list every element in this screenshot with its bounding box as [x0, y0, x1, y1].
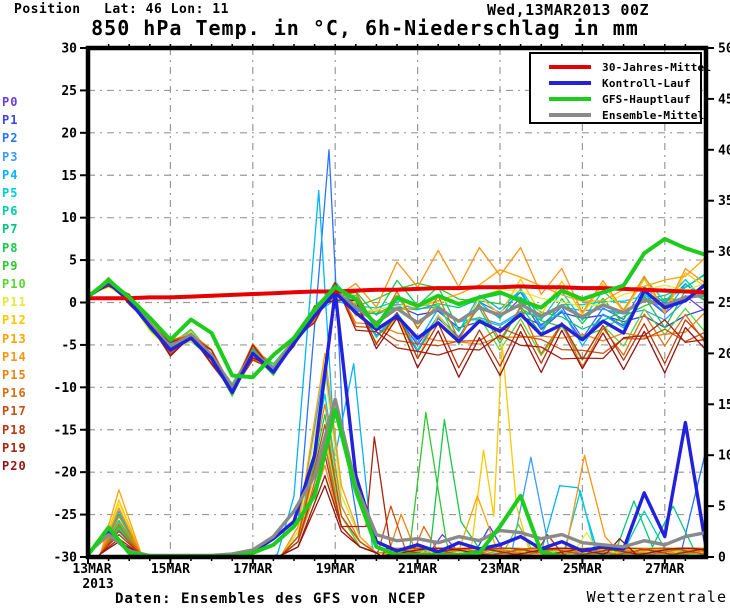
series-P11-precip-line: [87, 373, 707, 558]
ensemble-mean-line-swatch: [549, 113, 591, 117]
right-axis-tick-label: 45: [718, 92, 730, 107]
right-axis-tick-label: 20: [718, 347, 730, 362]
run-datetime: Wed,13MAR2013 00Z: [487, 1, 650, 19]
left-axis-tick-label: 5: [69, 254, 77, 269]
series-P8-precip-line: [87, 413, 707, 558]
member-label-P0: P0: [2, 95, 19, 109]
series-P15-precip-line: [87, 403, 707, 558]
right-axis-tick-label: 15: [718, 398, 730, 413]
legend-box: 30-Jahres-Mittel Kontroll-Lauf GFS-Haupt…: [529, 52, 711, 124]
main-run-precip-line: [86, 407, 708, 559]
climate-mean-line-swatch: [549, 65, 591, 69]
member-label-P13: P13: [2, 331, 27, 346]
right-axis-tick-label: 25: [718, 296, 730, 311]
left-axis-tick-label: -10: [54, 381, 78, 396]
legend-label: Ensemble-Mittel: [602, 108, 705, 122]
control-run-line-swatch: [549, 81, 591, 85]
x-axis-date-label: 19MAR: [316, 562, 355, 577]
x-axis-year-label: 2013: [82, 577, 113, 592]
series-P4-precip-line: [87, 189, 707, 558]
member-label-P1: P1: [2, 113, 19, 128]
left-axis-tick-label: -25: [54, 508, 77, 523]
legend-item-climate-mean: 30-Jahres-Mittel: [531, 59, 711, 75]
series-P9-precip-line: [87, 411, 707, 558]
chart-title: 850 hPa Temp. in °C, 6h-Niederschlag in …: [91, 16, 639, 40]
legend-label: Kontroll-Lauf: [602, 76, 691, 90]
series-P5-precip-line: [87, 393, 707, 558]
member-label-P9: P9: [2, 258, 19, 273]
position-label: Position: [14, 2, 81, 17]
member-label-P8: P8: [2, 240, 19, 255]
x-axis-date-label: 25MAR: [563, 562, 602, 577]
left-axis-tick-label: -20: [54, 466, 78, 481]
main-run-temp-line: [86, 236, 708, 380]
member-label-P14: P14: [2, 349, 27, 364]
member-label-P18: P18: [2, 422, 27, 437]
member-label-P16: P16: [2, 386, 27, 401]
legend-item-control-run: Kontroll-Lauf: [531, 75, 700, 91]
ensemble-mean-temp-line: [86, 280, 708, 389]
left-axis-tick-label: 20: [61, 126, 77, 141]
member-label-P15: P15: [2, 368, 27, 382]
x-axis-date-label: 15MAR: [151, 562, 190, 577]
member-label-P12: P12: [2, 313, 27, 328]
left-axis-tick-label: 15: [61, 169, 77, 184]
left-axis-tick-label: 25: [61, 84, 77, 99]
right-axis-tick-label: 35: [718, 194, 730, 209]
x-axis-date-label: 23MAR: [480, 562, 519, 577]
x-axis-date-label: 13MAR: [72, 562, 111, 577]
series-P1-precip-line: [87, 434, 707, 558]
position-value: Lat: 46 Lon: 11: [104, 2, 229, 17]
member-label-P6: P6: [2, 204, 19, 219]
legend-label: 30-Jahres-Mittel: [602, 60, 712, 74]
member-label-P3: P3: [2, 149, 19, 164]
data-source-text: Daten: Ensembles des GFS von NCEP: [115, 591, 427, 607]
series-P10-precip-line: [87, 424, 707, 558]
member-label-P20: P20: [2, 459, 27, 473]
series-P17-precip-line: [87, 424, 707, 558]
left-axis-tick-label: 10: [61, 211, 77, 226]
right-axis-tick-label: 50: [718, 42, 730, 57]
left-axis-tick-label: -30: [54, 551, 78, 566]
left-axis-tick-label: -5: [61, 338, 77, 353]
left-axis-tick-label: -15: [54, 423, 77, 438]
series-P0-precip-line: [87, 464, 707, 558]
member-label-P4: P4: [2, 167, 19, 182]
member-label-P5: P5: [2, 186, 19, 200]
brand-text: Wetterzentrale: [586, 588, 727, 606]
climate-mean-temp-line: [86, 284, 708, 301]
member-label-P7: P7: [2, 222, 19, 237]
x-axis-date-label: 17MAR: [233, 562, 272, 577]
left-axis-tick-label: 30: [61, 42, 77, 57]
left-axis-tick-label: 0: [69, 296, 77, 311]
control-run-temp-line: [86, 281, 708, 395]
legend-label: GFS-Hauptlauf: [602, 92, 691, 106]
ensemble-mean-precip-line: [86, 397, 708, 558]
right-axis-tick-label: 5: [718, 500, 726, 515]
right-axis-tick-label: 30: [718, 245, 730, 260]
member-label-P11: P11: [2, 295, 27, 310]
legend-item-main-run: GFS-Hauptlauf: [531, 91, 700, 107]
series-P2-precip-line: [87, 149, 707, 558]
series-P19-precip-line: [87, 436, 707, 558]
x-axis-date-label: 27MAR: [645, 562, 684, 577]
right-axis-tick-label: 40: [718, 143, 730, 158]
member-label-P17: P17: [2, 404, 27, 419]
main-run-line-swatch: [549, 97, 591, 101]
member-label-P2: P2: [2, 131, 19, 146]
right-axis-tick-label: 0: [718, 551, 726, 566]
x-axis-date-label: 21MAR: [398, 562, 437, 577]
member-label-P19: P19: [2, 440, 27, 455]
legend-item-ensemble-mean: Ensemble-Mittel: [531, 107, 704, 123]
member-label-P10: P10: [2, 277, 27, 291]
right-axis-tick-label: 10: [718, 449, 730, 464]
